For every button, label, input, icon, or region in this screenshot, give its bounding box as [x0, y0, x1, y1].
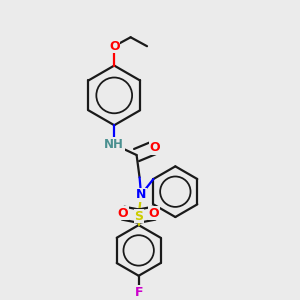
- Text: O: O: [118, 207, 128, 220]
- Text: O: O: [109, 40, 119, 53]
- Text: N: N: [136, 188, 146, 201]
- Text: S: S: [134, 210, 143, 223]
- Text: O: O: [149, 207, 160, 220]
- Text: NH: NH: [104, 138, 124, 151]
- Text: O: O: [149, 141, 160, 154]
- Text: F: F: [134, 286, 143, 299]
